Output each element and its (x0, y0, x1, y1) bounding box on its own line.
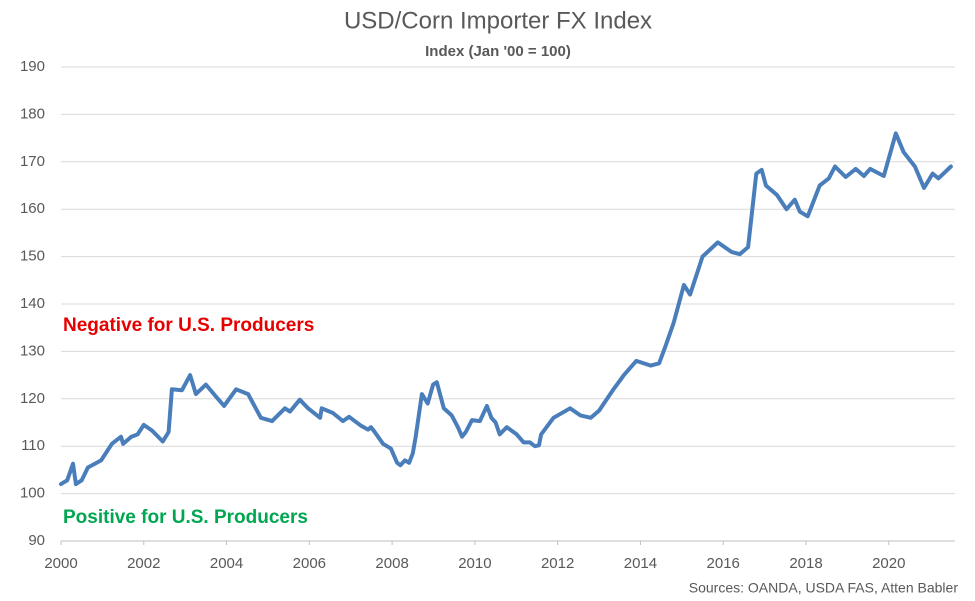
annotation: Negative for U.S. Producers (63, 315, 314, 336)
y-tick-label: 110 (21, 437, 45, 454)
x-tick-label: 2018 (789, 555, 822, 572)
x-tick-label: 2002 (127, 555, 160, 572)
y-tick-label: 100 (20, 485, 45, 502)
x-tick-label: 2000 (44, 555, 77, 572)
y-tick-label: 170 (20, 153, 45, 170)
annotation: Positive for U.S. Producers (63, 507, 308, 528)
y-tick-label: 140 (20, 295, 45, 312)
y-tick-label: 130 (20, 342, 45, 359)
chart-title: USD/Corn Importer FX Index (344, 7, 652, 34)
x-tick-label: 2014 (624, 555, 657, 572)
y-tick-label: 190 (20, 58, 45, 75)
source-note: Sources: OANDA, USDA FAS, Atten Babler (689, 580, 959, 596)
data-line (59, 131, 953, 487)
x-tick-label: 2020 (872, 555, 905, 572)
y-tick-label: 150 (20, 248, 45, 265)
chart-subtitle: Index (Jan '00 = 100) (425, 43, 571, 60)
y-tick-label: 160 (20, 200, 45, 217)
y-tick-label: 180 (20, 105, 45, 122)
x-tick-label: 2016 (707, 555, 740, 572)
x-tick-label: 2010 (458, 555, 491, 572)
x-tick-label: 2008 (375, 555, 408, 572)
y-tick-label: 90 (28, 532, 45, 549)
x-tick-label: 2012 (541, 555, 574, 572)
x-tick-label: 2004 (210, 555, 243, 572)
y-tick-label: 120 (20, 390, 45, 407)
x-tick-label: 2006 (293, 555, 326, 572)
